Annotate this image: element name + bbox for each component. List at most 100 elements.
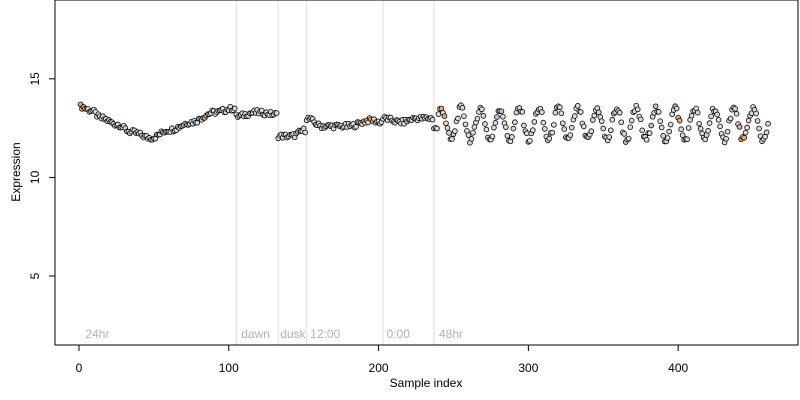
data-point (443, 120, 449, 127)
data-point (231, 105, 238, 112)
data-point (666, 128, 672, 135)
data-point (498, 108, 505, 115)
data-point (444, 125, 451, 131)
data-point (552, 109, 559, 116)
data-point (648, 122, 654, 129)
y-axis-title: Expression (9, 142, 23, 201)
data-point (685, 125, 692, 131)
data-point (676, 117, 683, 124)
data-point (479, 106, 485, 113)
data-point (560, 120, 566, 127)
data-point (609, 116, 616, 123)
data-point (667, 121, 674, 128)
data-point (524, 130, 530, 137)
data-point (435, 111, 442, 117)
data-point (468, 136, 475, 142)
data-point (765, 120, 771, 127)
data-point (706, 120, 713, 126)
phase-label: 24hr (85, 327, 109, 341)
data-point (474, 115, 481, 122)
data-point (658, 124, 665, 131)
data-point (741, 134, 747, 141)
data-points (77, 101, 771, 146)
data-point (724, 128, 731, 135)
phase-boundary-lines (235, 0, 435, 345)
data-point (628, 117, 635, 124)
data-point (561, 126, 568, 132)
data-point (530, 127, 536, 133)
data-point (465, 132, 472, 138)
data-point (461, 113, 467, 119)
data-point (567, 132, 574, 138)
data-point (549, 129, 556, 136)
phase-label: 12:00 (310, 327, 340, 341)
data-point (660, 132, 666, 139)
data-point (678, 126, 684, 132)
data-point (462, 121, 469, 128)
data-point (637, 116, 644, 123)
data-point (441, 113, 448, 119)
data-point (753, 110, 759, 117)
x-tick-label: 200 (369, 361, 389, 375)
data-point (471, 124, 478, 130)
data-point (664, 135, 671, 141)
data-point (577, 109, 584, 115)
data-point (643, 136, 650, 143)
data-point (697, 126, 704, 132)
data-point (510, 125, 517, 132)
data-point (708, 113, 714, 120)
data-point (558, 110, 565, 117)
data-point (470, 129, 476, 136)
data-point (494, 114, 500, 120)
phase-label: 48hr (439, 327, 463, 341)
data-point (736, 124, 743, 130)
data-point (684, 136, 690, 143)
data-point (754, 118, 761, 124)
data-point (742, 129, 749, 136)
data-point (446, 130, 452, 136)
data-point (733, 110, 740, 117)
data-point (557, 104, 563, 111)
data-point (546, 135, 553, 142)
data-point (483, 126, 490, 133)
data-point (652, 103, 659, 110)
data-point (542, 126, 548, 132)
data-point (539, 109, 545, 115)
data-point (639, 127, 646, 134)
data-point (551, 122, 557, 128)
data-point (571, 113, 578, 119)
data-point (540, 119, 547, 126)
data-point (595, 109, 602, 116)
x-tick-label: 400 (668, 361, 688, 375)
data-point (591, 112, 598, 119)
data-point (492, 120, 499, 126)
phase-label: dawn (241, 327, 270, 341)
data-point (744, 124, 750, 131)
data-point (723, 135, 729, 142)
data-point (727, 115, 734, 122)
data-point (598, 118, 605, 124)
data-point (480, 113, 487, 119)
data-point (574, 103, 581, 109)
data-point (625, 135, 632, 142)
x-axis: 0 100 200 300 400 (76, 344, 688, 375)
data-point (491, 124, 497, 131)
x-tick-label: 0 (76, 361, 83, 375)
data-point (618, 119, 625, 126)
data-point (705, 128, 711, 134)
data-point (434, 125, 440, 132)
data-point (302, 129, 308, 136)
data-point (715, 117, 722, 123)
data-point (429, 116, 436, 123)
data-point (756, 125, 762, 132)
data-point (519, 109, 526, 115)
data-point (449, 136, 455, 142)
y-tick-label: 10 (28, 170, 42, 184)
data-point (655, 109, 662, 115)
data-point (600, 125, 607, 132)
data-point (588, 128, 595, 135)
y-tick-label: 5 (28, 272, 42, 279)
data-point (732, 105, 738, 112)
data-point (521, 122, 527, 129)
